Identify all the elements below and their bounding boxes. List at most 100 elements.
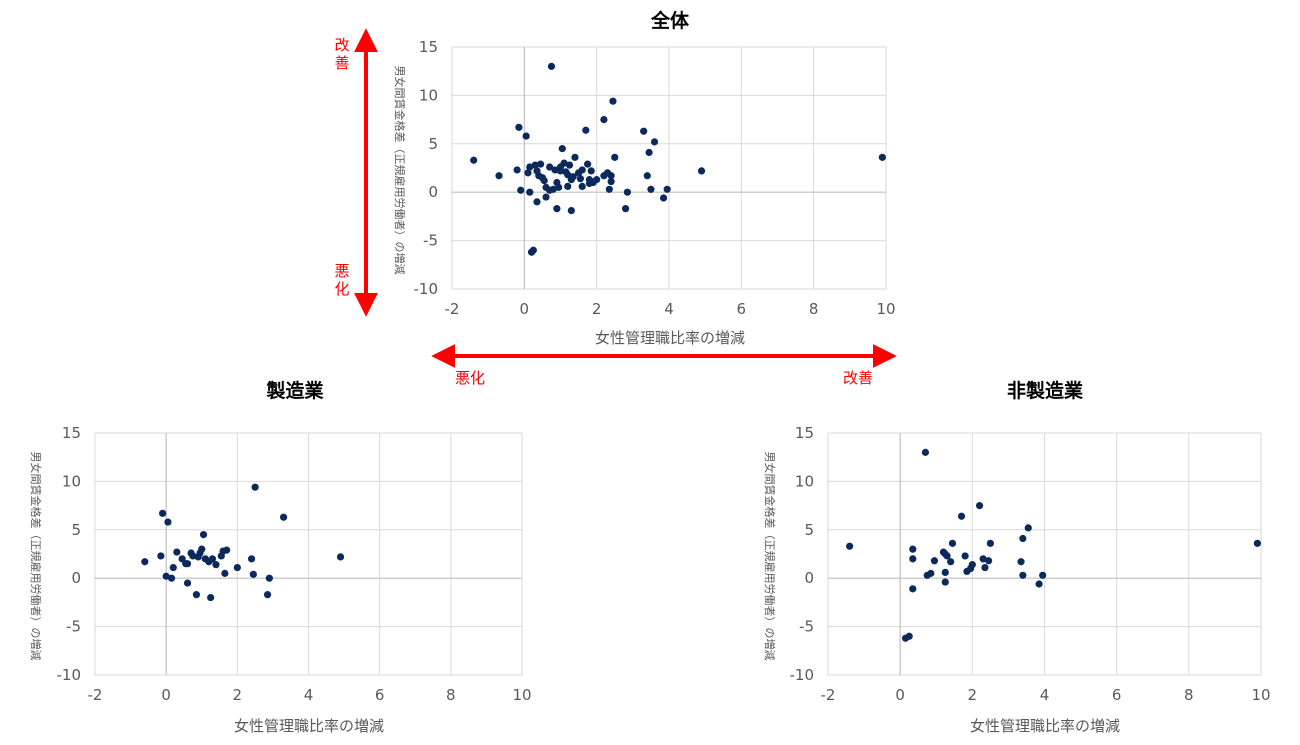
- overall-y-tick-label: 15: [419, 38, 438, 56]
- non-manufacturing-data-point: [905, 632, 913, 640]
- chart-overall-points: [470, 62, 886, 256]
- manufacturing-data-point: [249, 570, 257, 578]
- non-manufacturing-data-point: [1024, 524, 1032, 532]
- overall-data-point: [542, 193, 550, 201]
- manufacturing-data-point: [183, 560, 192, 568]
- manufacturing-y-tick-label: 10: [62, 472, 81, 490]
- overall-data-point: [558, 145, 566, 153]
- non-manufacturing-data-point: [846, 542, 854, 550]
- non-manufacturing-x-tick-label: -2: [821, 686, 836, 704]
- manufacturing-x-tick-label: 10: [512, 686, 531, 704]
- overall-data-point: [553, 205, 561, 213]
- vertical-worsen-label-1: 悪: [334, 262, 349, 280]
- chart-non-manufacturing-ylabel: 男女間賃金格差（正規雇用労働者）の増減: [763, 452, 777, 661]
- non-manufacturing-x-tick-label: 4: [1040, 686, 1050, 704]
- manufacturing-y-tick-label: 15: [62, 424, 81, 442]
- overall-x-tick-label: -2: [445, 300, 460, 318]
- chart-manufacturing-ylabel: 男女間賃金格差（正規雇用労働者）の増減: [29, 452, 43, 661]
- overall-data-point: [522, 132, 530, 140]
- manufacturing-data-point: [233, 563, 241, 572]
- manufacturing-data-point: [164, 518, 172, 526]
- overall-data-point: [593, 176, 601, 184]
- overall-data-point: [640, 127, 648, 135]
- vertical-improve-label-2: 善: [334, 54, 349, 72]
- manufacturing-data-point: [159, 509, 167, 517]
- overall-data-point: [571, 153, 579, 161]
- manufacturing-data-point: [265, 574, 273, 582]
- non-manufacturing-data-point: [948, 539, 957, 547]
- chart-overall-title: 全体: [650, 9, 690, 32]
- non-manufacturing-data-point: [981, 563, 989, 572]
- manufacturing-data-point: [173, 548, 181, 556]
- manufacturing-x-tick-label: 4: [304, 686, 314, 704]
- manufacturing-data-point: [336, 553, 345, 561]
- non-manufacturing-data-point: [941, 578, 949, 586]
- chart-manufacturing-axes: -2 0 2 4 6 8 10 -10 -5 0 5 10 15: [57, 424, 532, 704]
- non-manufacturing-data-point: [968, 561, 976, 569]
- non-manufacturing-data-point: [909, 545, 917, 553]
- overall-y-tick-label: 10: [419, 86, 438, 104]
- chart-non-manufacturing-title: 非製造業: [1007, 379, 1084, 402]
- manufacturing-data-point: [223, 546, 231, 554]
- non-manufacturing-data-point: [984, 557, 993, 565]
- overall-data-point: [878, 153, 886, 161]
- non-manufacturing-y-tick-label: 10: [795, 472, 814, 490]
- overall-data-point: [551, 166, 559, 174]
- overall-data-point: [585, 176, 594, 184]
- overall-data-point: [553, 178, 561, 187]
- non-manufacturing-x-tick-label: 10: [1251, 686, 1270, 704]
- manufacturing-data-point: [212, 561, 220, 569]
- manufacturing-data-point: [247, 555, 256, 563]
- overall-x-tick-label: 6: [737, 300, 747, 318]
- manufacturing-data-point: [183, 579, 192, 587]
- overall-y-tick-label: -10: [414, 280, 439, 298]
- non-manufacturing-data-point: [1019, 571, 1027, 579]
- overall-data-point: [495, 172, 503, 180]
- overall-data-point: [513, 166, 521, 174]
- overall-x-tick-label: 8: [809, 300, 819, 318]
- overall-data-point: [607, 177, 615, 186]
- chart-overall-xlabel: 女性管理職比率の増減: [595, 329, 745, 347]
- chart-overall: 全体 -2 0 2 4 6 8 10 -10 -5 0 5 10 15 女性管理職比率の増減 男女間賃金…: [393, 9, 896, 347]
- chart-non-manufacturing-grid: [827, 432, 1262, 676]
- non-manufacturing-data-point: [927, 569, 935, 577]
- non-manufacturing-data-point: [1035, 580, 1043, 588]
- manufacturing-data-point: [208, 555, 217, 563]
- non-manufacturing-data-point: [930, 557, 939, 565]
- overall-x-tick-label: 4: [664, 300, 674, 318]
- overall-data-point: [567, 206, 575, 215]
- manufacturing-data-point: [189, 552, 197, 560]
- chart-overall-axes: -2 0 2 4 6 8 10 -10 -5 0 5 10 15: [414, 38, 896, 318]
- overall-data-point: [529, 246, 537, 254]
- overall-data-point: [564, 182, 572, 190]
- overall-data-point: [526, 163, 534, 171]
- overall-data-point: [609, 97, 617, 105]
- non-manufacturing-data-point: [979, 555, 987, 563]
- non-manufacturing-data-point: [909, 585, 917, 593]
- overall-y-tick-label: -5: [423, 232, 438, 250]
- overall-data-point: [584, 160, 592, 168]
- overall-data-point: [524, 169, 532, 177]
- chart-non-manufacturing-xlabel: 女性管理職比率の増減: [970, 717, 1120, 735]
- non-manufacturing-data-point: [1039, 571, 1047, 579]
- overall-data-point: [600, 172, 608, 180]
- manufacturing-data-point: [263, 591, 272, 599]
- overall-x-tick-label: 10: [876, 300, 895, 318]
- non-manufacturing-y-tick-label: 0: [804, 569, 814, 587]
- overall-data-point: [582, 126, 590, 134]
- non-manufacturing-y-tick-label: 5: [804, 521, 814, 539]
- overall-data-point: [470, 156, 478, 164]
- overall-data-point: [515, 123, 523, 131]
- non-manufacturing-data-point: [909, 555, 917, 563]
- overall-data-point: [517, 186, 525, 194]
- overall-data-point: [611, 153, 619, 161]
- non-manufacturing-data-point: [921, 448, 930, 456]
- overall-data-point: [526, 188, 534, 196]
- overall-data-point: [623, 188, 632, 196]
- non-manufacturing-data-point: [961, 552, 969, 560]
- manufacturing-y-tick-label: 5: [71, 521, 81, 539]
- non-manufacturing-data-point: [941, 568, 949, 576]
- overall-y-tick-label: 0: [428, 183, 438, 201]
- non-manufacturing-data-point: [986, 539, 994, 547]
